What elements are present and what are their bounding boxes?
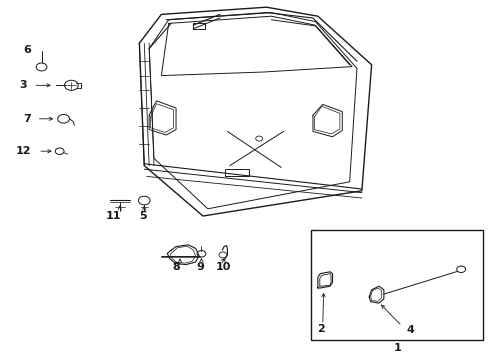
Text: 6: 6 bbox=[23, 45, 31, 55]
Text: 8: 8 bbox=[172, 262, 180, 272]
Bar bbox=[310, 230, 482, 340]
Text: 1: 1 bbox=[392, 343, 400, 353]
Text: 2: 2 bbox=[317, 324, 325, 334]
Text: 11: 11 bbox=[105, 211, 121, 221]
Circle shape bbox=[36, 63, 47, 71]
Text: 7: 7 bbox=[23, 114, 31, 124]
Text: 5: 5 bbox=[139, 211, 147, 221]
Text: 10: 10 bbox=[215, 262, 231, 272]
Circle shape bbox=[456, 266, 465, 273]
Text: 9: 9 bbox=[196, 262, 204, 272]
Text: 12: 12 bbox=[16, 146, 31, 156]
Text: 4: 4 bbox=[406, 325, 414, 335]
Text: 3: 3 bbox=[20, 80, 27, 90]
